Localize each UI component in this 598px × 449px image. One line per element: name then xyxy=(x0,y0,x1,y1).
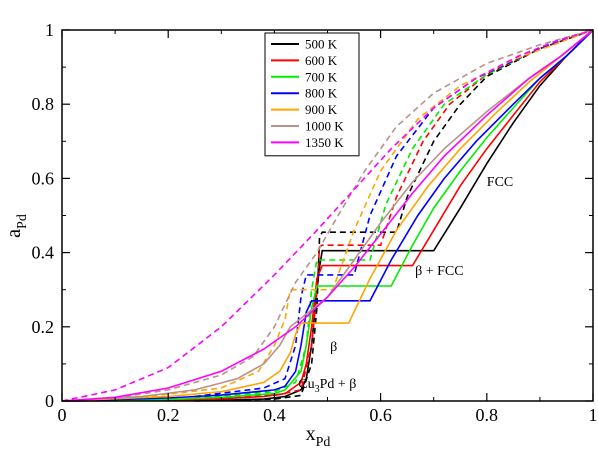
y-axis-label: aPd xyxy=(3,214,30,238)
x-tick-label: 0 xyxy=(58,405,67,425)
annotations-layer: FCC β + FCC β Cu3Pd + β xyxy=(298,175,513,395)
y-tick-label: 0.4 xyxy=(32,243,55,263)
phase-annotation: β + FCC xyxy=(415,264,463,279)
legend-label: 1000 K xyxy=(305,119,344,134)
y-tick-label: 0.8 xyxy=(32,94,55,114)
legend-label: 1350 K xyxy=(305,135,344,150)
legend-label: 500 K xyxy=(305,37,338,52)
series-1000-k-dashed-line xyxy=(114,29,594,399)
series-1350-k-solid-line xyxy=(61,29,594,402)
legend-label: 900 K xyxy=(305,102,338,117)
series-1350-k-dashed-line xyxy=(61,29,594,402)
series-800-k-solid-line xyxy=(61,29,594,402)
x-tick-label: 1 xyxy=(589,405,598,425)
x-axis-label: xPd xyxy=(306,423,331,449)
phase-annotation: β xyxy=(330,340,337,355)
series-500-k-dashed-line xyxy=(194,29,594,402)
curves-layer xyxy=(61,29,594,402)
legend-box xyxy=(264,32,360,157)
series-700-k-solid-line xyxy=(61,29,594,402)
y-tick-label: 1 xyxy=(45,20,54,40)
phase-annotation: Cu3Pd + β xyxy=(298,377,356,395)
phase-annotation: FCC xyxy=(487,175,513,190)
x-tick-label: 0.8 xyxy=(476,405,499,425)
ticks-layer: 0 0.2 0.4 0.6 0.8 1 0 0.2 0.4 0.6 0.8 1 xyxy=(32,20,598,425)
series-700-k-dashed-line xyxy=(194,29,594,399)
legend-label: 600 K xyxy=(305,53,338,68)
x-tick-label: 0.2 xyxy=(157,405,180,425)
x-tick-label: 0.4 xyxy=(263,405,286,425)
y-tick-label: 0.6 xyxy=(32,168,55,188)
y-tick-label: 0.2 xyxy=(32,317,55,337)
series-600-k-dashed-line xyxy=(194,29,594,401)
legend-label: 700 K xyxy=(305,69,338,84)
series-800-k-dashed-line xyxy=(194,29,594,398)
x-tick-label: 0.6 xyxy=(369,405,392,425)
series-900-k-solid-line xyxy=(61,29,594,402)
legend-label: 800 K xyxy=(305,86,338,101)
y-tick-label: 0 xyxy=(45,391,54,411)
series-1000-k-solid-line xyxy=(61,29,594,402)
